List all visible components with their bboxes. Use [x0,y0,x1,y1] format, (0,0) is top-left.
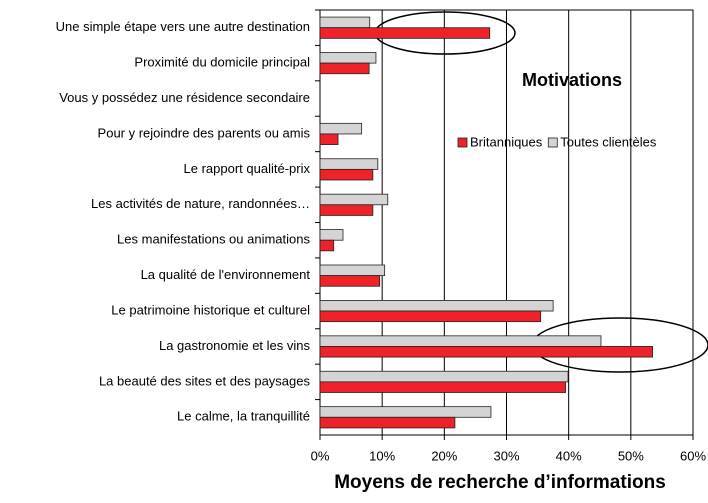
bar [319,16,371,29]
bar [319,300,554,312]
x-tick-label: 10% [369,448,395,463]
bar [319,310,542,323]
y-tick-label: Le rapport qualité-prix [184,161,311,176]
bar [319,264,386,277]
bar [319,122,363,135]
y-tick-label: La qualité de l'environnement [141,267,311,282]
chart-title: Motivations [522,70,622,90]
legend-swatch [457,137,468,148]
bar [319,416,456,429]
x-tick-label: 20% [431,448,457,463]
bar [319,158,379,170]
bar [319,168,374,181]
bar [319,406,492,418]
y-tick-label: Les manifestations ou animations [117,232,310,247]
bar [319,275,381,287]
bar [319,193,389,206]
y-tick-label: La beauté des sites et des paysages [99,373,311,388]
bar [319,133,339,145]
bar [319,335,602,347]
bar [319,229,344,241]
y-tick-label: La gastronomie et les vins [159,338,311,353]
x-tick-label: 0% [311,448,330,463]
y-tick-label: Proximité du domicile principal [134,55,310,70]
y-tick-label: Les activités de nature, randonnées… [91,196,310,211]
x-tick-label: 30% [493,448,519,463]
bar [319,346,653,358]
y-tick-label: Le calme, la tranquillité [177,409,310,424]
bar [319,381,566,393]
legend-label: Britanniques [470,134,543,149]
x-tick-label: 50% [618,448,644,463]
x-tick-label: 60% [680,448,706,463]
bar [319,204,374,216]
bar [319,62,370,75]
x-tick-label: 40% [556,448,582,463]
y-tick-label: Pour y rejoindre des parents ou amis [98,125,311,140]
bar [319,52,377,64]
bar [319,370,569,383]
legend-swatch [547,137,558,148]
bar [319,27,491,39]
y-tick-label: Le patrimoine historique et culturel [111,302,310,317]
y-tick-label: Une simple étape vers une autre destinat… [56,19,310,34]
legend-label: Toutes clientèles [560,134,657,149]
y-tick-label: Vous y possédez une résidence secondaire [59,90,310,105]
x-axis-title: Moyens de recherche d’informations [334,472,666,493]
bar [319,239,335,252]
